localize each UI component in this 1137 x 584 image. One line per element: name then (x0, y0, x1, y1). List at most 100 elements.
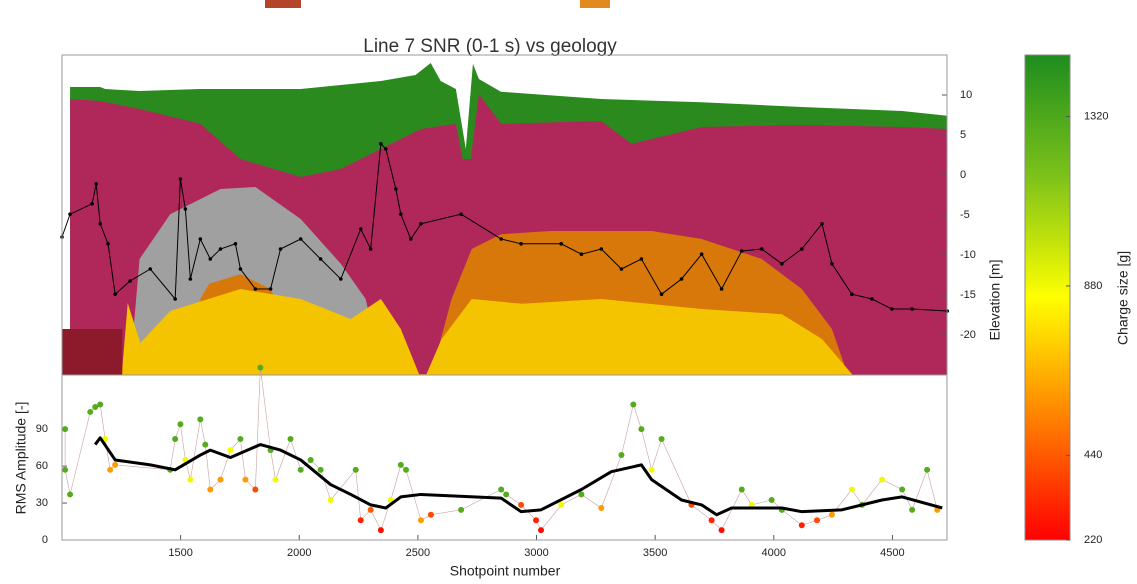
snr-point (830, 262, 834, 266)
snr-point (233, 242, 238, 246)
snr-point (559, 242, 564, 246)
snr-point (739, 249, 744, 253)
y2-tick-label: -10 (960, 249, 976, 261)
snr-point (178, 177, 183, 181)
snr-point (278, 247, 283, 251)
x-axis-label: Shotpoint number (450, 563, 561, 579)
rms-point (503, 491, 510, 498)
rms-point (630, 401, 637, 408)
rms-point (272, 476, 279, 483)
rms-point (87, 408, 94, 415)
rms-point (357, 517, 364, 524)
snr-point (68, 212, 72, 216)
snr-point (358, 227, 363, 231)
snr-point (198, 237, 203, 241)
rms-point (708, 517, 715, 524)
rms-point (768, 496, 775, 503)
y2-axis-label: Elevation [m] (987, 260, 1003, 341)
snr-point (679, 277, 684, 281)
rms-point (352, 466, 359, 473)
rms-point (97, 401, 104, 408)
colorbar-label: Charge size [g] (1115, 251, 1131, 345)
rms-point (848, 486, 855, 493)
rms-point (718, 527, 725, 534)
rms-point (287, 436, 294, 443)
snr-point (368, 247, 373, 251)
rms-connector (64, 367, 938, 531)
snr-point (113, 292, 117, 297)
rms-point (598, 504, 605, 511)
snr-point (98, 222, 102, 226)
rms-point (648, 466, 655, 473)
snr-point (384, 147, 388, 151)
rms-point (307, 456, 314, 463)
rms-point (498, 486, 505, 493)
rms-point (518, 501, 525, 508)
snr-point (379, 142, 383, 146)
rms-point (317, 466, 324, 473)
rms-point (878, 476, 885, 483)
rms-point (403, 466, 410, 473)
snr-point (298, 237, 303, 241)
geology-layer (121, 289, 853, 375)
x-tick-label: 3000 (524, 547, 548, 559)
rms-trend (94, 436, 943, 517)
rms-point (458, 506, 465, 513)
rms-point (67, 491, 74, 498)
snr-point (519, 242, 523, 246)
rms-point (578, 491, 585, 498)
rms-point (748, 501, 755, 508)
chart-title: Line 7 SNR (0-1 s) vs geology (363, 36, 617, 57)
rms-point (187, 476, 194, 483)
snr-point (599, 247, 604, 251)
rms-point (658, 436, 665, 443)
rms-point (558, 501, 565, 508)
x-tick-label: 4500 (880, 547, 904, 559)
snr-point (188, 277, 193, 281)
snr-point (399, 212, 403, 216)
x-tick-label: 2000 (287, 547, 311, 559)
geology-layer (62, 329, 123, 375)
rms-point (427, 511, 434, 518)
snr-point (253, 287, 258, 291)
x-tick-label: 4000 (762, 547, 786, 559)
rms-point (62, 426, 69, 433)
rms-point (899, 486, 906, 493)
rms-point (237, 436, 244, 443)
legend-swatch-cropped (265, 0, 301, 8)
snr-point (128, 279, 132, 283)
snr-point (619, 267, 624, 271)
y2-tick-label: -20 (960, 329, 976, 341)
x-tick-label: 1500 (168, 547, 192, 559)
legend-swatch-cropped (580, 0, 610, 8)
rms-point (618, 452, 625, 459)
snr-point (90, 202, 94, 206)
y-tick-label: 90 (36, 423, 48, 435)
snr-point (408, 237, 413, 241)
rms-point (813, 517, 820, 524)
x-tick-label: 3500 (643, 547, 667, 559)
y2-tick-label: 0 (960, 169, 966, 181)
snr-point (699, 252, 704, 256)
snr-point (579, 252, 584, 256)
snr-point (910, 307, 914, 311)
colorbar-tick-label: 880 (1084, 280, 1102, 292)
rms-point (202, 441, 209, 448)
snr-point (639, 257, 644, 261)
rms-point (638, 426, 645, 433)
y2-tick-label: -15 (960, 289, 976, 301)
rms-point (112, 461, 119, 468)
snr-point (719, 287, 724, 291)
rms-point (377, 527, 384, 534)
snr-point (759, 247, 764, 251)
x-tick-label: 2500 (406, 547, 430, 559)
rms-point (367, 506, 374, 513)
rms-point (397, 461, 404, 468)
snr-point (799, 247, 804, 251)
rms-point (798, 522, 805, 529)
snr-point (890, 307, 894, 311)
rms-point (909, 506, 916, 513)
rms-point (533, 517, 540, 524)
